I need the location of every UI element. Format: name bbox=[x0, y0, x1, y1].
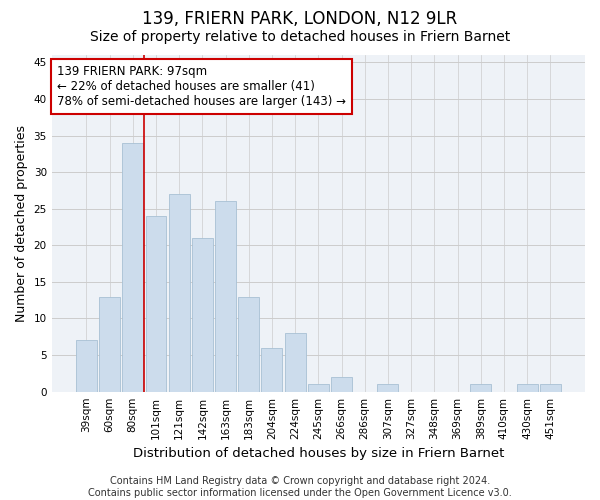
Bar bbox=[192, 238, 213, 392]
Bar bbox=[215, 202, 236, 392]
Bar bbox=[146, 216, 166, 392]
X-axis label: Distribution of detached houses by size in Friern Barnet: Distribution of detached houses by size … bbox=[133, 447, 504, 460]
Text: 139, FRIERN PARK, LONDON, N12 9LR: 139, FRIERN PARK, LONDON, N12 9LR bbox=[142, 10, 458, 28]
Bar bbox=[470, 384, 491, 392]
Bar bbox=[76, 340, 97, 392]
Bar bbox=[331, 377, 352, 392]
Bar bbox=[122, 143, 143, 392]
Text: Contains HM Land Registry data © Crown copyright and database right 2024.
Contai: Contains HM Land Registry data © Crown c… bbox=[88, 476, 512, 498]
Bar bbox=[238, 296, 259, 392]
Bar bbox=[284, 333, 305, 392]
Bar bbox=[99, 296, 120, 392]
Bar bbox=[169, 194, 190, 392]
Text: Size of property relative to detached houses in Friern Barnet: Size of property relative to detached ho… bbox=[90, 30, 510, 44]
Y-axis label: Number of detached properties: Number of detached properties bbox=[15, 125, 28, 322]
Bar bbox=[377, 384, 398, 392]
Bar bbox=[540, 384, 561, 392]
Bar bbox=[262, 348, 283, 392]
Bar bbox=[308, 384, 329, 392]
Text: 139 FRIERN PARK: 97sqm
← 22% of detached houses are smaller (41)
78% of semi-det: 139 FRIERN PARK: 97sqm ← 22% of detached… bbox=[57, 65, 346, 108]
Bar bbox=[517, 384, 538, 392]
